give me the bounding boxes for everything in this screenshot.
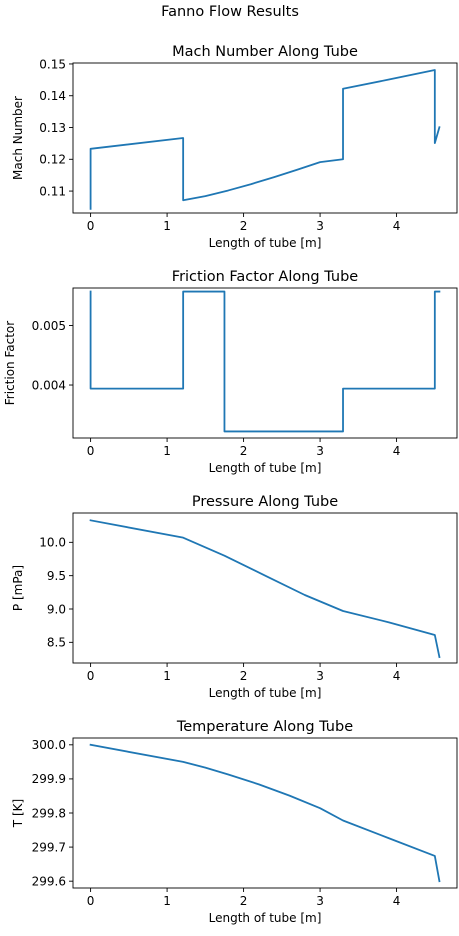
friction-xtick-label: 2 <box>240 444 248 458</box>
pressure-xtick-label: 4 <box>393 669 401 683</box>
pressure-xtick-label: 1 <box>163 669 171 683</box>
temperature-chart-title: Temperature Along Tube <box>176 719 353 735</box>
pressure-ytick-label: 10.0 <box>39 536 66 550</box>
mach-series-line <box>89 69 441 210</box>
temperature-ytick-label: 299.8 <box>32 806 66 820</box>
mach-xtick-label: 1 <box>163 219 171 233</box>
friction-panel: 0 1 2 3 4 0.004 0.005 Friction Factor Along Tub… <box>3 269 458 475</box>
mach-xtick-label: 3 <box>316 219 324 233</box>
temperature-y-axis-label: T [K] <box>11 799 25 828</box>
pressure-xtick-label: 2 <box>240 669 248 683</box>
pressure-ytick-label: 9.0 <box>47 602 66 616</box>
figure-suptitle: Fanno Flow Results <box>161 4 299 20</box>
pressure-axes-frame <box>72 512 458 664</box>
temperature-xtick-label: 4 <box>393 894 401 908</box>
friction-ytick-label: 0.005 <box>32 319 66 333</box>
temperature-x-axis-label: Length of tube [m] <box>209 911 322 925</box>
mach-ytick-label: 0.13 <box>39 121 66 135</box>
mach-axes-frame <box>72 62 458 214</box>
friction-series-line <box>89 290 441 433</box>
mach-xtick-label: 0 <box>87 219 95 233</box>
temperature-xtick-label: 0 <box>87 894 95 908</box>
mach-panel: 0 1 2 3 4 0.11 0.12 0.13 0.14 0.15 Mach Number Alo… <box>11 44 458 250</box>
pressure-panel: 0 1 2 3 4 8.5 9.0 9.5 10.0 Pressure Along Tube Len… <box>11 494 458 700</box>
mach-ytick-label: 0.15 <box>39 57 66 71</box>
subplot-stack: 0 1 2 3 4 0.11 0.12 0.13 0.14 0.15 Mach Number Alo… <box>3 44 458 925</box>
pressure-series-line <box>89 519 441 659</box>
mach-xtick-label: 2 <box>240 219 248 233</box>
pressure-x-axis-label: Length of tube [m] <box>209 686 322 700</box>
mach-x-axis-label: Length of tube [m] <box>209 236 322 250</box>
friction-xtick-label: 0 <box>87 444 95 458</box>
mach-y-axis-label: Mach Number <box>11 96 25 180</box>
temperature-xtick-label: 2 <box>240 894 248 908</box>
friction-xtick-label: 4 <box>393 444 401 458</box>
temperature-xtick-label: 1 <box>163 894 171 908</box>
pressure-y-axis-label: P [mPa] <box>11 565 25 611</box>
temperature-panel: 0 1 2 3 4 299.6 299.7 299.8 299.9 300.0 Temperatur… <box>11 719 458 925</box>
mach-ytick-label: 0.12 <box>39 153 66 167</box>
temperature-ytick-label: 300.0 <box>32 738 66 752</box>
mach-chart-title: Mach Number Along Tube <box>172 44 358 60</box>
mach-ytick-label: 0.11 <box>39 184 66 198</box>
pressure-ytick-label: 8.5 <box>47 636 66 650</box>
friction-xtick-label: 3 <box>316 444 324 458</box>
temperature-ytick-label: 299.9 <box>32 772 66 786</box>
temperature-ytick-label: 299.7 <box>32 840 66 854</box>
friction-y-axis-label: Friction Factor <box>3 321 17 405</box>
temperature-xtick-label: 3 <box>316 894 324 908</box>
mach-ytick-label: 0.14 <box>39 89 66 103</box>
pressure-xtick-label: 0 <box>87 669 95 683</box>
mach-xtick-label: 4 <box>393 219 401 233</box>
friction-axes-frame <box>72 287 458 439</box>
pressure-chart-title: Pressure Along Tube <box>192 494 338 510</box>
friction-ytick-label: 0.004 <box>32 378 66 392</box>
friction-x-axis-label: Length of tube [m] <box>209 461 322 475</box>
temperature-ytick-label: 299.6 <box>32 874 66 888</box>
friction-chart-title: Friction Factor Along Tube <box>172 269 358 285</box>
pressure-ytick-label: 9.5 <box>47 569 66 583</box>
pressure-xtick-label: 3 <box>316 669 324 683</box>
friction-xtick-label: 1 <box>163 444 171 458</box>
temperature-series-line <box>89 743 441 883</box>
